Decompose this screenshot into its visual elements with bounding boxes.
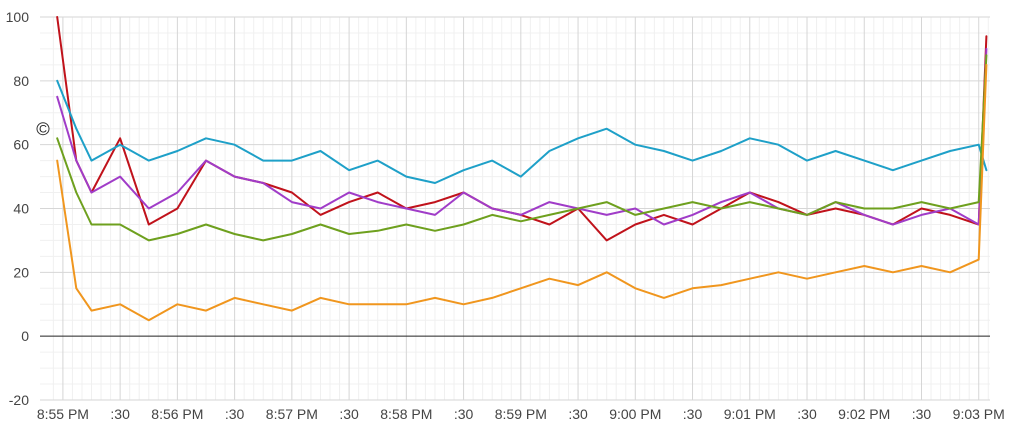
- x-tick-label: 9:01 PM: [724, 406, 776, 422]
- cursor-marker: C: [36, 122, 50, 136]
- series-line-4: [56, 54, 988, 242]
- x-tick-label: 8:58 PM: [380, 406, 432, 422]
- x-tick-label: 8:55 PM: [37, 406, 89, 422]
- x-tick-label: 8:56 PM: [151, 406, 203, 422]
- x-tick-label: :30: [110, 406, 130, 422]
- cursor-label: C: [39, 124, 47, 136]
- y-tick-label: 0: [21, 328, 29, 344]
- cursor-circle: [36, 122, 50, 136]
- series-line-2: [56, 79, 988, 184]
- x-tick-label: 8:57 PM: [266, 406, 318, 422]
- y-tick-label: 100: [6, 9, 30, 25]
- y-tick-label: 60: [13, 137, 29, 153]
- x-tick-label: :30: [912, 406, 932, 422]
- y-tick-label: 20: [13, 264, 29, 280]
- x-tick-label: :30: [339, 406, 359, 422]
- x-tick-label: :30: [683, 406, 703, 422]
- series-group: [56, 16, 988, 322]
- x-tick-label: :30: [225, 406, 245, 422]
- series-line-5: [56, 63, 988, 322]
- x-tick-label: 9:03 PM: [953, 406, 1005, 422]
- x-tick-label: 9:02 PM: [838, 406, 890, 422]
- series-line-3: [56, 47, 988, 226]
- x-tick-label: :30: [568, 406, 588, 422]
- y-tick-label: 80: [13, 73, 29, 89]
- x-tick-label: :30: [454, 406, 474, 422]
- x-tick-label: :30: [797, 406, 817, 422]
- x-tick-label: 9:00 PM: [609, 406, 661, 422]
- x-tick-label: 8:59 PM: [495, 406, 547, 422]
- y-tick-label: -20: [9, 392, 29, 408]
- y-tick-label: 40: [13, 201, 29, 217]
